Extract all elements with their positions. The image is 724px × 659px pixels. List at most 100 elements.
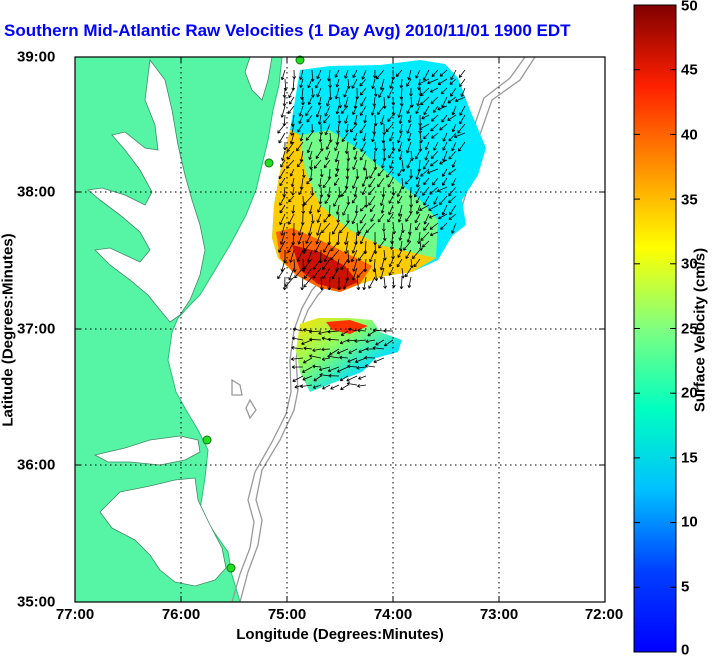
velocity-arrow — [291, 186, 295, 196]
velocity-arrow — [360, 96, 367, 107]
velocity-arrow — [324, 123, 331, 136]
velocity-arrow — [439, 123, 448, 131]
velocity-arrow — [290, 123, 295, 136]
velocity-arrow — [301, 366, 313, 373]
velocity-arrow — [341, 132, 349, 143]
velocity-arrow — [334, 168, 340, 178]
velocity-arrow — [422, 240, 430, 248]
velocity-arrow — [406, 231, 412, 243]
velocity-arrow — [290, 177, 295, 188]
velocity-arrow — [423, 195, 430, 206]
velocity-arrow — [277, 123, 286, 134]
velocity-arrow — [368, 177, 376, 188]
velocity-arrow — [306, 114, 313, 123]
velocity-arrow — [282, 276, 287, 291]
velocity-arrow — [312, 364, 322, 369]
velocity-arrow — [321, 357, 331, 361]
velocity-arrow — [423, 222, 430, 231]
velocity-arrow — [396, 186, 403, 197]
velocity-arrow — [300, 276, 305, 291]
velocity-arrow — [289, 249, 295, 263]
velocity-arrow — [319, 276, 324, 291]
radar-station-marker — [264, 158, 274, 168]
velocity-arrow — [371, 132, 376, 143]
velocity-arrow — [322, 177, 331, 189]
velocity-arrow — [398, 231, 403, 241]
velocity-arrow — [381, 222, 386, 232]
velocity-arrow — [337, 114, 342, 124]
velocity-arrow — [397, 213, 403, 223]
velocity-arrow — [347, 364, 358, 369]
velocity-arrow — [291, 336, 304, 341]
velocity-arrow — [353, 132, 358, 142]
velocity-arrow — [287, 150, 295, 160]
velocity-arrow — [426, 168, 439, 175]
velocity-arrow — [448, 195, 457, 204]
velocity-arrow — [308, 329, 322, 334]
albemarle-sound — [93, 435, 201, 466]
velocity-arrow — [315, 105, 322, 118]
velocity-arrow — [397, 105, 403, 118]
velocity-arrow — [428, 213, 439, 219]
velocity-arrow — [381, 132, 386, 144]
velocity-arrow — [308, 150, 313, 160]
velocity-arrow — [437, 78, 448, 86]
velocity-arrow — [340, 330, 349, 336]
velocity-arrow — [313, 159, 322, 169]
velocity-arrow — [406, 141, 412, 154]
velocity-arrow — [288, 267, 295, 281]
velocity-arrow — [352, 159, 358, 170]
velocity-arrow — [344, 231, 349, 246]
velocity-arrow — [305, 105, 313, 117]
velocity-arrow — [369, 204, 376, 213]
velocity-arrow — [312, 258, 322, 270]
velocity-arrow — [358, 375, 367, 380]
velocity-arrow — [448, 186, 457, 197]
colorbar-tick-label: 20 — [681, 384, 698, 402]
velocity-arrow — [313, 375, 322, 382]
velocity-arrow — [310, 213, 315, 224]
velocity-arrow — [312, 267, 322, 279]
velocity-arrow — [351, 195, 358, 204]
velocity-arrow — [343, 96, 349, 108]
velocity-arrow — [360, 141, 367, 152]
velocity-arrow — [342, 204, 349, 216]
velocity-arrow — [325, 141, 331, 150]
velocity-arrow — [305, 231, 313, 244]
velocity-arrow — [301, 258, 306, 273]
velocity-arrow — [336, 348, 349, 355]
velocity-arrow — [398, 123, 403, 134]
velocity-arrow — [316, 69, 322, 80]
velocity-arrow — [351, 213, 358, 225]
velocity-arrow — [328, 132, 333, 143]
velocity-arrow — [292, 327, 304, 332]
velocity-arrow — [352, 105, 358, 115]
velocity-arrow — [427, 78, 439, 85]
velocity-arrow — [339, 375, 349, 382]
velocity-arrow — [279, 231, 286, 245]
velocity-arrow — [340, 105, 349, 114]
velocity-arrow — [441, 204, 448, 216]
velocity-arrow — [407, 276, 412, 288]
velocity-arrow — [423, 177, 430, 186]
velocity-arrow — [379, 267, 385, 280]
velocity-arrow — [347, 357, 358, 363]
velocity-arrow — [442, 132, 448, 142]
velocity-arrow — [327, 337, 340, 342]
velocity-arrow — [451, 159, 457, 168]
velocity-arrow — [282, 186, 287, 198]
velocity-arrow — [422, 159, 430, 170]
velocity-arrow — [344, 177, 349, 189]
velocity-arrow — [397, 204, 403, 217]
velocity-arrow — [441, 96, 448, 108]
velocity-arrow — [279, 213, 286, 226]
velocity-arrow — [323, 159, 331, 169]
velocity-arrow — [423, 213, 430, 225]
velocity-arrow — [430, 114, 439, 122]
colorbar-tick-label: 40 — [681, 126, 698, 144]
x-tick-label: 72:00 — [584, 606, 624, 623]
velocity-arrow — [297, 123, 304, 133]
velocity-arrow — [406, 159, 412, 169]
velocity-arrow — [398, 114, 403, 124]
velocity-arrow — [305, 132, 313, 141]
